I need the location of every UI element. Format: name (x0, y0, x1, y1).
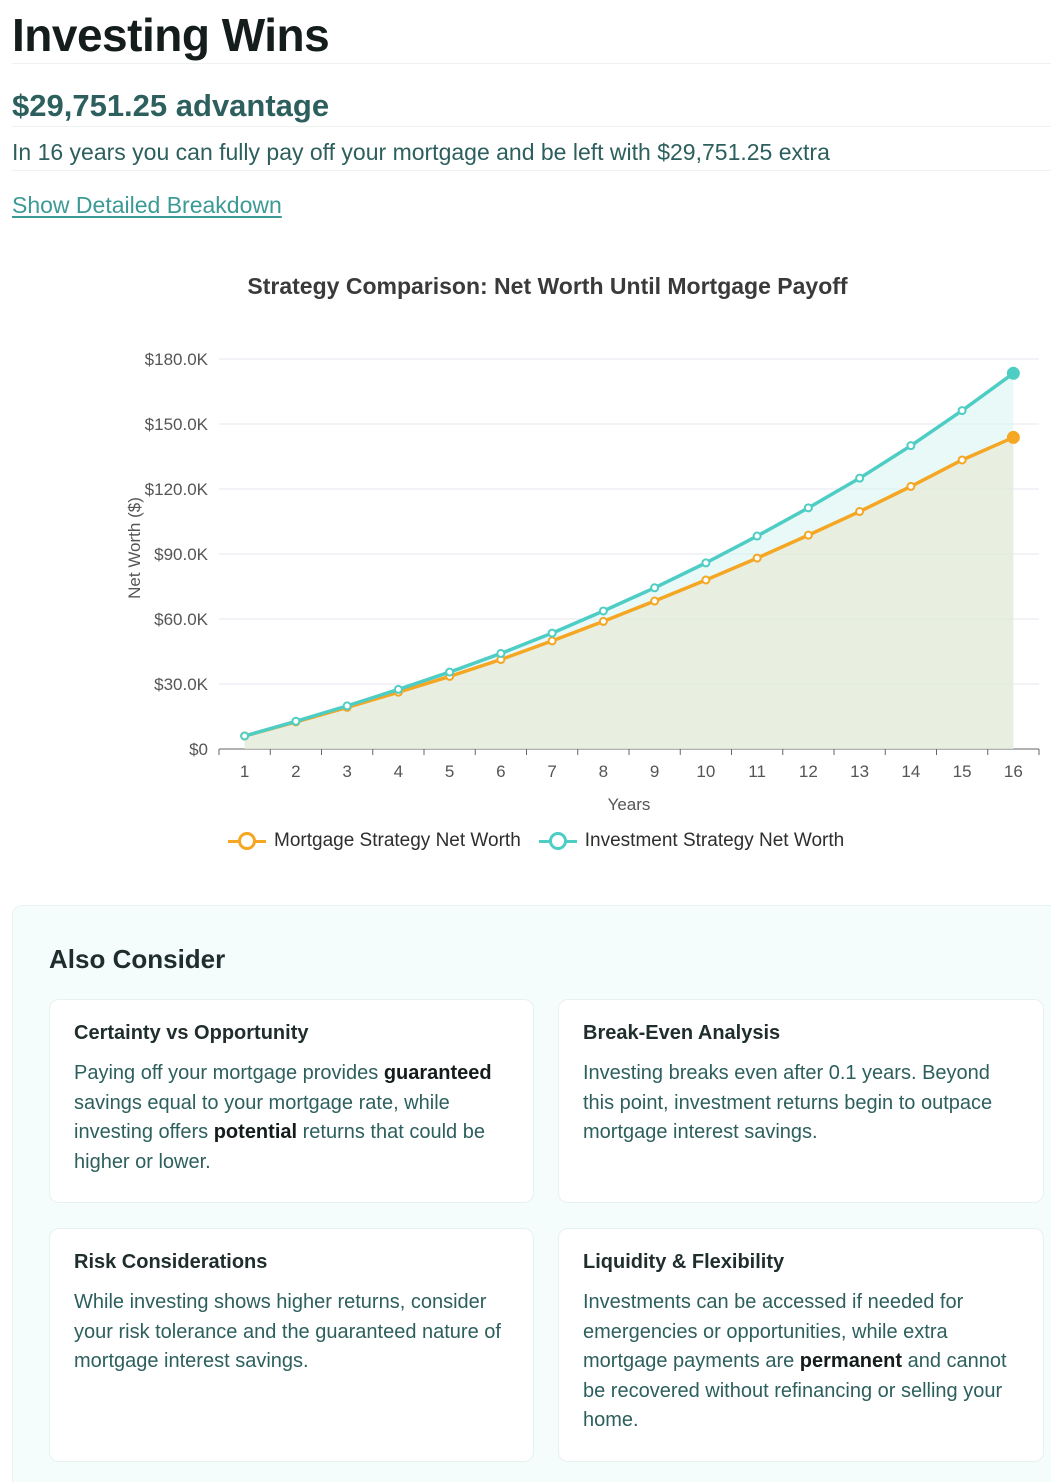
data-point-investment (240, 731, 250, 741)
x-tick-label: 1 (240, 762, 249, 781)
series-area-mortgage (244, 437, 1014, 749)
x-tick-label: 6 (496, 762, 505, 781)
card-body: Paying off your mortgage provides guaran… (74, 1062, 492, 1173)
also-consider-title: Also Consider (49, 944, 226, 974)
data-point-investment (393, 684, 403, 694)
data-point-mortgage (701, 575, 711, 585)
series-line-investment (244, 371, 1015, 738)
data-point-investment (957, 406, 967, 416)
y-tick-label: $150.0K (145, 415, 209, 434)
series-line-mortgage (244, 435, 1015, 738)
y-tick-label: $0 (189, 740, 208, 759)
card-body: Investing breaks even after 0.1 years. B… (583, 1062, 993, 1143)
x-tick-label: 12 (799, 762, 818, 781)
x-tick-label: 13 (850, 762, 869, 781)
x-tick-label: 10 (696, 762, 715, 781)
data-point-mortgage (855, 507, 865, 517)
net-worth-chart: $0 $30.0K $60.0K $90.0K $120.0K $150.0K $180.0… (125, 350, 1040, 814)
data-point-mortgage (1006, 430, 1020, 444)
data-point-investment (906, 441, 916, 451)
x-tick-label: 2 (291, 762, 300, 781)
y-tick-label: $180.0K (145, 350, 209, 369)
data-point-investment (598, 606, 608, 616)
y-tick-label: $30.0K (154, 675, 209, 694)
divider (12, 126, 1051, 127)
x-tick-label: 5 (445, 762, 454, 781)
legend-item-mortgage[interactable]: Mortgage Strategy Net Worth (228, 830, 521, 852)
data-point-investment (445, 667, 455, 677)
x-tick-label: 9 (650, 762, 659, 781)
divider (12, 170, 1051, 171)
legend-label-mortgage: Mortgage Strategy Net Worth (274, 830, 521, 851)
data-point-investment (803, 503, 813, 513)
legend-swatch-mortgage (228, 831, 266, 851)
card-title: Risk Considerations (74, 1251, 268, 1273)
legend-swatch-investment (538, 831, 577, 851)
x-tick-label: 4 (394, 762, 403, 781)
data-point-investment (496, 648, 506, 658)
result-summary: In 16 years you can fully pay off your m… (12, 139, 830, 165)
card-liquidity-flexibility: Liquidity & Flexibility Investments can … (558, 1228, 1044, 1462)
legend-item-investment[interactable]: Investment Strategy Net Worth (538, 830, 845, 852)
legend-label-investment: Investment Strategy Net Worth (584, 830, 845, 851)
data-point-investment (752, 531, 762, 541)
data-point-investment (650, 583, 660, 593)
x-tick-label: 11 (748, 762, 766, 781)
card-title: Certainty vs Opportunity (74, 1022, 309, 1044)
y-tick-label: $60.0K (154, 610, 209, 629)
card-certainty-vs-opportunity: Certainty vs Opportunity Paying off your… (49, 999, 534, 1203)
x-tick-label: 14 (901, 762, 920, 781)
divider (12, 63, 1051, 64)
chart-legend: Mortgage Strategy Net Worth Investment S… (228, 830, 862, 852)
data-point-investment (701, 558, 711, 568)
card-break-even-analysis: Break-Even Analysis Investing breaks eve… (558, 999, 1044, 1203)
card-title: Liquidity & Flexibility (583, 1251, 785, 1273)
data-point-investment (291, 716, 301, 726)
card-title: Break-Even Analysis (583, 1022, 781, 1044)
data-point-mortgage (598, 616, 608, 626)
data-point-mortgage (752, 553, 762, 563)
x-tick-label: 15 (953, 762, 972, 781)
advantage-amount: $29,751.25 advantage (12, 88, 330, 123)
data-point-investment (1006, 366, 1020, 380)
y-tick-label: $120.0K (145, 480, 209, 499)
data-point-mortgage (650, 596, 660, 606)
x-tick-label: 7 (547, 762, 556, 781)
x-axis-label: Years (608, 795, 651, 814)
data-point-investment (342, 701, 352, 711)
data-point-investment (547, 628, 557, 638)
x-tick-label: 3 (342, 762, 351, 781)
data-point-mortgage (957, 455, 967, 465)
card-body: Investments can be accessed if needed fo… (583, 1291, 1007, 1431)
x-tick-label: 8 (599, 762, 608, 781)
y-axis-label: Net Worth ($) (125, 497, 144, 599)
x-tick-label: 16 (1004, 762, 1023, 781)
data-point-investment (855, 473, 865, 483)
data-point-mortgage (906, 481, 916, 491)
chart-title: Strategy Comparison: Net Worth Until Mor… (247, 273, 848, 299)
card-risk-considerations: Risk Considerations While investing show… (49, 1228, 534, 1462)
show-detailed-breakdown-link[interactable]: Show Detailed Breakdown (12, 192, 282, 218)
card-body: While investing shows higher returns, co… (74, 1291, 501, 1372)
y-tick-label: $90.0K (154, 545, 209, 564)
result-headline: Investing Wins (12, 9, 330, 61)
data-point-mortgage (803, 530, 813, 540)
data-point-mortgage (547, 636, 557, 646)
